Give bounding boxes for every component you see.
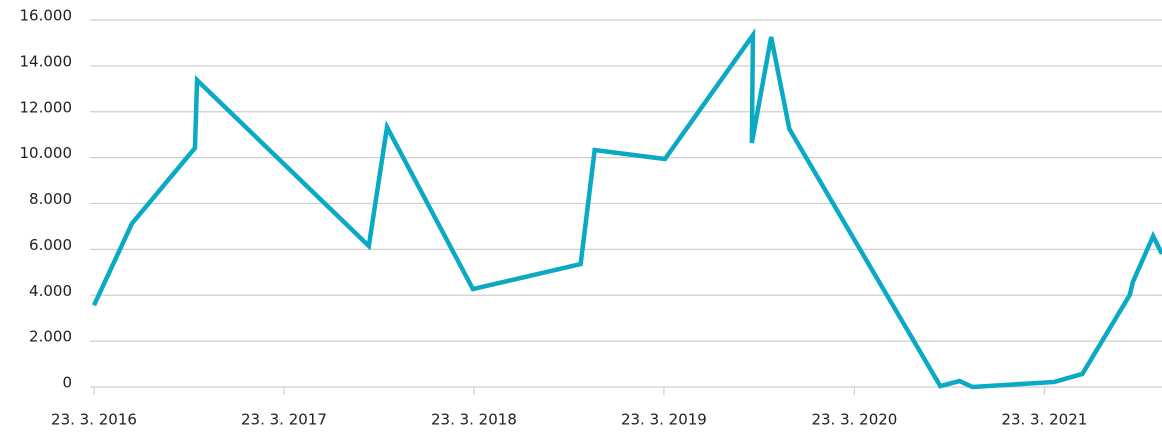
y-tick-label: 16.000 [20, 7, 73, 25]
x-tick-label: 23. 3. 2020 [811, 411, 897, 429]
y-tick-label: 12.000 [20, 98, 73, 116]
y-tick-label: 2.000 [29, 328, 72, 346]
y-tick-label: 0 [62, 374, 72, 392]
y-tick-label: 14.000 [20, 52, 73, 70]
x-tick-label: 23. 3. 2019 [621, 411, 707, 429]
y-tick-label: 4.000 [29, 282, 72, 300]
x-tick-label: 23. 3. 2016 [51, 411, 137, 429]
x-tick-label: 23. 3. 2017 [241, 411, 327, 429]
y-tick-label: 6.000 [29, 236, 72, 254]
data-line [91, 27, 1162, 390]
y-tick-label: 8.000 [29, 190, 72, 208]
x-tick-label: 23. 3. 2018 [431, 411, 517, 429]
y-tick-label: 10.000 [20, 144, 73, 162]
x-tick-label: 23. 3. 2021 [1001, 411, 1087, 429]
